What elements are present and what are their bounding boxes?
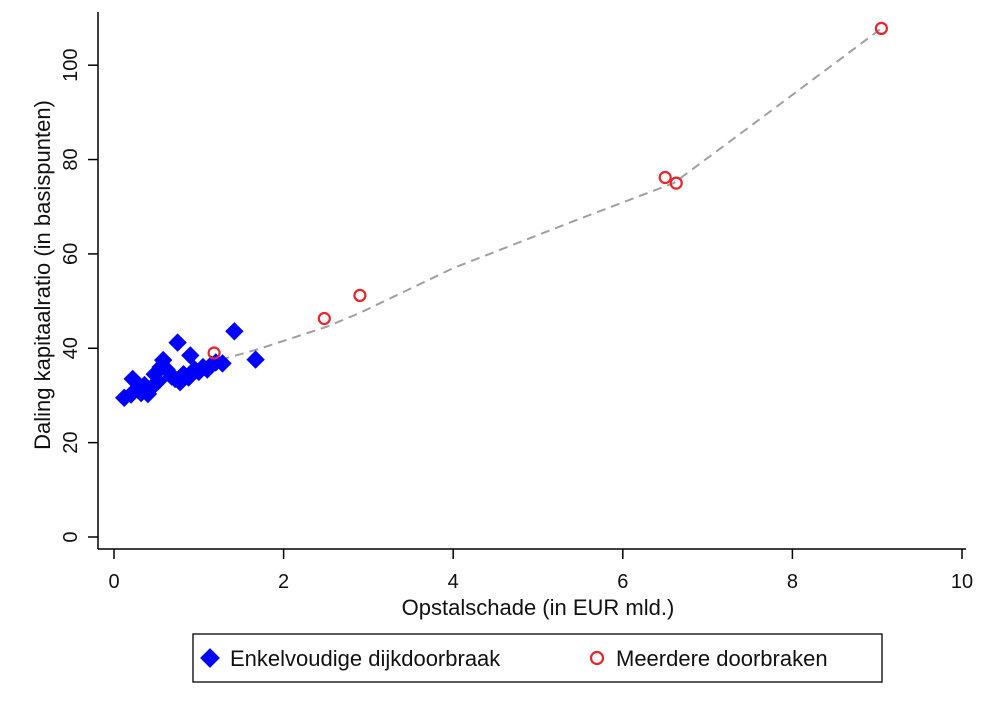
- y-axis-ticks: 0 20 40 60 80 100: [60, 48, 98, 543]
- fit-line-group: [123, 27, 882, 402]
- diamond-point: [225, 322, 244, 341]
- circle-point: [669, 176, 683, 190]
- circle-point: [353, 288, 367, 302]
- y-tick-label: 100: [60, 48, 82, 81]
- y-tick-label: 0: [60, 531, 82, 542]
- circle-point: [658, 170, 672, 185]
- y-tick-label: 80: [60, 148, 82, 170]
- legend-label-enkelvoudige: Enkelvoudige dijkdoorbraak: [230, 646, 501, 671]
- x-tick-label: 8: [787, 571, 798, 593]
- legend-circle-marker: [589, 650, 605, 666]
- y-tick-label: 20: [60, 432, 82, 454]
- circle-point: [317, 311, 331, 326]
- circle-point: [207, 346, 221, 360]
- x-tick-label: 2: [278, 571, 289, 593]
- diamond-point: [168, 333, 187, 352]
- x-axis-ticks: 0 2 4 6 8 10: [108, 549, 973, 593]
- circle-point: [874, 21, 889, 35]
- x-tick-label: 10: [951, 571, 973, 593]
- markers-group: [115, 21, 889, 407]
- x-tick-label: 0: [108, 571, 119, 593]
- fit-line: [123, 27, 882, 402]
- plot-area: 0 20 40 60 80 100 0 2 4 6 8 10: [60, 12, 973, 593]
- diamond-point: [181, 346, 200, 365]
- legend: Enkelvoudige dijkdoorbraak Meerdere door…: [192, 633, 883, 683]
- legend-label-meerdere: Meerdere doorbraken: [616, 646, 828, 671]
- legend-box: [192, 633, 883, 683]
- y-tick-label: 40: [60, 337, 82, 359]
- x-tick-label: 4: [448, 571, 459, 593]
- diamond-point: [213, 354, 232, 373]
- x-axis-title: Opstalschade (in EUR mld.): [402, 595, 675, 620]
- y-tick-label: 60: [60, 243, 82, 265]
- y-axis-title: Daling kapitaalratio (in basispunten): [30, 100, 55, 450]
- x-tick-label: 6: [617, 571, 628, 593]
- diamond-point: [246, 350, 265, 369]
